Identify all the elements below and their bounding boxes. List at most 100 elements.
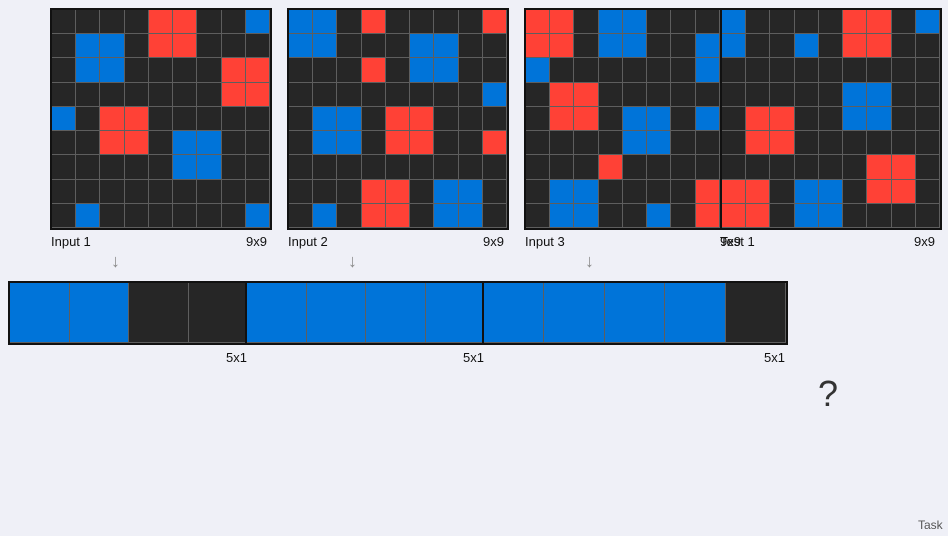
grid-cell — [221, 179, 246, 204]
test-label: Test 1 — [720, 234, 755, 249]
grid-cell — [891, 82, 916, 107]
grid-cell — [434, 203, 459, 228]
grid-cell — [245, 203, 270, 228]
grid-cell — [313, 106, 338, 132]
grid-cell — [915, 131, 940, 156]
grid-cell — [671, 131, 696, 156]
grid-cell — [818, 82, 844, 107]
grid-cell — [173, 34, 198, 59]
grid-cell — [622, 155, 648, 180]
grid-cell — [770, 203, 795, 228]
grid-cell — [915, 179, 940, 204]
output-grid-2 — [245, 281, 487, 345]
grid-cell — [598, 10, 623, 35]
grid-cell — [245, 58, 270, 83]
grid-cell — [867, 179, 892, 204]
grid-cell — [100, 34, 125, 59]
grid-cell — [313, 34, 338, 59]
grid-cell — [245, 131, 270, 156]
grid-cell — [148, 10, 174, 35]
grid-cell — [385, 179, 411, 204]
grid-cell — [197, 58, 222, 83]
grid-cell — [52, 203, 77, 228]
grid-cell — [361, 82, 386, 107]
grid-cell — [746, 106, 771, 132]
grid-cell — [794, 34, 819, 59]
grid-cell — [385, 10, 411, 35]
grid-cell — [221, 203, 246, 228]
output-size-label: 5x1 — [226, 350, 247, 365]
grid-cell — [818, 203, 844, 228]
grid-cell — [410, 34, 435, 59]
grid-cell — [671, 10, 696, 35]
grid-cell — [306, 283, 366, 343]
grid-cell — [197, 155, 222, 180]
grid-cell — [76, 10, 101, 35]
unknown-test-output: ? — [818, 373, 839, 414]
grid-cell — [124, 10, 149, 35]
grid-cell — [124, 179, 149, 204]
grid-cell — [915, 82, 940, 107]
grid-cell — [173, 58, 198, 83]
grid-cell — [434, 10, 459, 35]
grid-cell — [484, 283, 545, 343]
input-label: Input 1 — [51, 234, 91, 249]
grid-cell — [915, 34, 940, 59]
grid-cell — [366, 283, 426, 343]
grid-cell — [197, 131, 222, 156]
grid-cell — [148, 34, 174, 59]
grid-cell — [148, 155, 174, 180]
grid-cell — [410, 106, 435, 132]
grid-cell — [725, 283, 786, 343]
output-grid-3 — [482, 281, 788, 345]
grid-cell — [770, 34, 795, 59]
grid-cell — [647, 131, 672, 156]
grid-cell — [526, 203, 551, 228]
grid-cell — [695, 203, 720, 228]
grid-cell — [221, 106, 246, 132]
grid-cell — [221, 58, 246, 83]
grid-cell — [337, 10, 362, 35]
grid-cell — [124, 106, 149, 132]
grid-cell — [458, 106, 483, 132]
grid-cell — [843, 34, 868, 59]
grid-cell — [100, 58, 125, 83]
grid-cell — [770, 131, 795, 156]
grid-cell — [148, 82, 174, 107]
grid-cell — [550, 58, 575, 83]
grid-cell — [770, 179, 795, 204]
grid-cell — [173, 10, 198, 35]
grid-cell — [526, 106, 551, 132]
grid-cell — [434, 58, 459, 83]
grid-cell — [574, 179, 599, 204]
grid-cell — [671, 58, 696, 83]
grid-cell — [410, 131, 435, 156]
grid-cell — [124, 58, 149, 83]
grid-cell — [695, 10, 720, 35]
grid-cell — [124, 82, 149, 107]
grid-cell — [100, 131, 125, 156]
grid-cell — [245, 179, 270, 204]
test-input-grid — [720, 8, 942, 230]
grid-cell — [526, 179, 551, 204]
grid-cell — [622, 82, 648, 107]
grid-cell — [129, 283, 189, 343]
grid-cell — [313, 203, 338, 228]
input-size-label: 9x9 — [720, 234, 741, 249]
grid-cell — [289, 179, 314, 204]
grid-cell — [197, 203, 222, 228]
grid-cell — [794, 203, 819, 228]
grid-cell — [665, 283, 726, 343]
grid-cell — [385, 203, 411, 228]
grid-cell — [526, 10, 551, 35]
grid-cell — [722, 106, 747, 132]
grid-cell — [598, 131, 623, 156]
output-size-label: 5x1 — [463, 350, 484, 365]
input-grid-3 — [524, 8, 746, 230]
grid-cell — [818, 10, 844, 35]
input-grid-2 — [287, 8, 509, 230]
grid-cell — [361, 203, 386, 228]
grid-cell — [52, 131, 77, 156]
grid-cell — [361, 10, 386, 35]
grid-cell — [550, 179, 575, 204]
